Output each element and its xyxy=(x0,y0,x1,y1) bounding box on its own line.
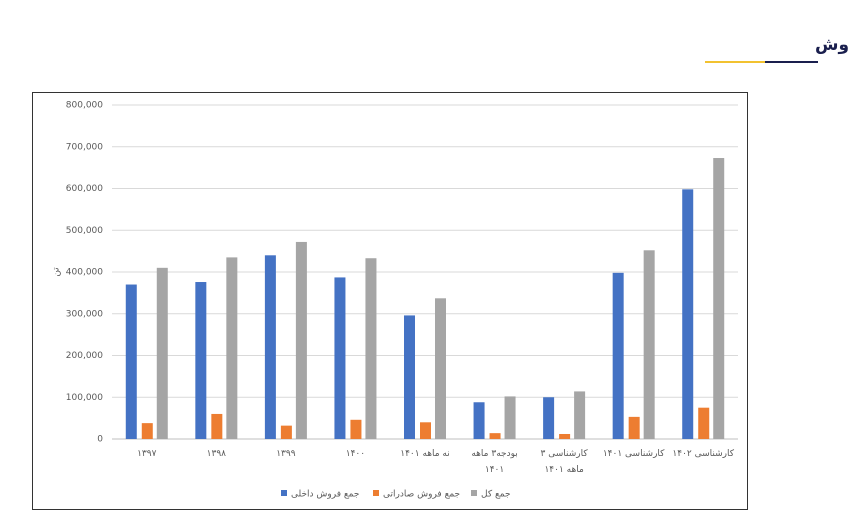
bar xyxy=(141,423,153,439)
bar xyxy=(334,277,346,439)
y-tick-label: 200,000 xyxy=(66,351,103,361)
x-tick-label: کارشناسی ۱۴۰۱ xyxy=(602,449,665,459)
bar xyxy=(295,241,307,439)
bar xyxy=(643,250,655,439)
y-tick-label: 800,000 xyxy=(66,101,103,111)
legend-label: جمع فروش داخلی xyxy=(291,490,359,500)
bar xyxy=(628,416,640,439)
bar xyxy=(489,433,501,439)
bar xyxy=(543,397,555,439)
y-axis-title: تن xyxy=(52,267,62,277)
bar xyxy=(713,158,725,439)
page-title: مقدار فروش xyxy=(815,35,848,55)
bar xyxy=(125,284,137,439)
x-tick-label: ۱۳۹۷ xyxy=(137,449,157,459)
bar xyxy=(226,257,238,439)
bar xyxy=(156,267,168,439)
x-tick-label: نه ماهه ۱۴۰۱ xyxy=(400,449,450,459)
bar xyxy=(264,255,276,439)
y-tick-label: 100,000 xyxy=(66,393,103,403)
legend-label: جمع فروش صادراتی xyxy=(383,490,460,500)
bar xyxy=(698,407,710,439)
x-tick-label: کارشناسی ۱۴۰۲ xyxy=(672,449,735,459)
bar xyxy=(420,422,431,439)
bar xyxy=(350,419,362,439)
y-tick-label: 0 xyxy=(97,435,103,445)
bar xyxy=(612,272,624,439)
legend-swatch xyxy=(373,490,379,496)
bar xyxy=(195,282,207,439)
chart-frame xyxy=(32,92,748,510)
bar xyxy=(473,402,485,439)
x-tick-label: ۱۳۹۸ xyxy=(206,449,226,459)
legend-label: جمع کل xyxy=(481,490,511,500)
bar xyxy=(682,189,694,439)
bar xyxy=(574,391,586,439)
bar xyxy=(504,396,516,439)
bar xyxy=(559,433,571,439)
x-tick-label: کارشناسی ۳ ماهه ۱۴۰۱ xyxy=(540,449,588,475)
bar xyxy=(211,413,223,439)
y-tick-label: 700,000 xyxy=(66,142,103,152)
bar xyxy=(404,315,415,439)
x-tick-label: ۱۳۹۹ xyxy=(276,449,296,459)
y-tick-label: 300,000 xyxy=(66,309,103,319)
bar xyxy=(280,425,292,439)
bar xyxy=(435,298,446,439)
y-tick-label: 600,000 xyxy=(66,184,103,194)
y-tick-label: 400,000 xyxy=(66,268,103,278)
x-tick-label: ۱۴۰۰ xyxy=(345,449,366,459)
legend-swatch xyxy=(281,490,287,496)
legend-swatch xyxy=(471,490,477,496)
x-tick-label: بودجه۳ ماهه ۱۴۰۱ xyxy=(471,449,518,475)
y-tick-label: 500,000 xyxy=(66,226,103,236)
bar xyxy=(365,258,377,439)
